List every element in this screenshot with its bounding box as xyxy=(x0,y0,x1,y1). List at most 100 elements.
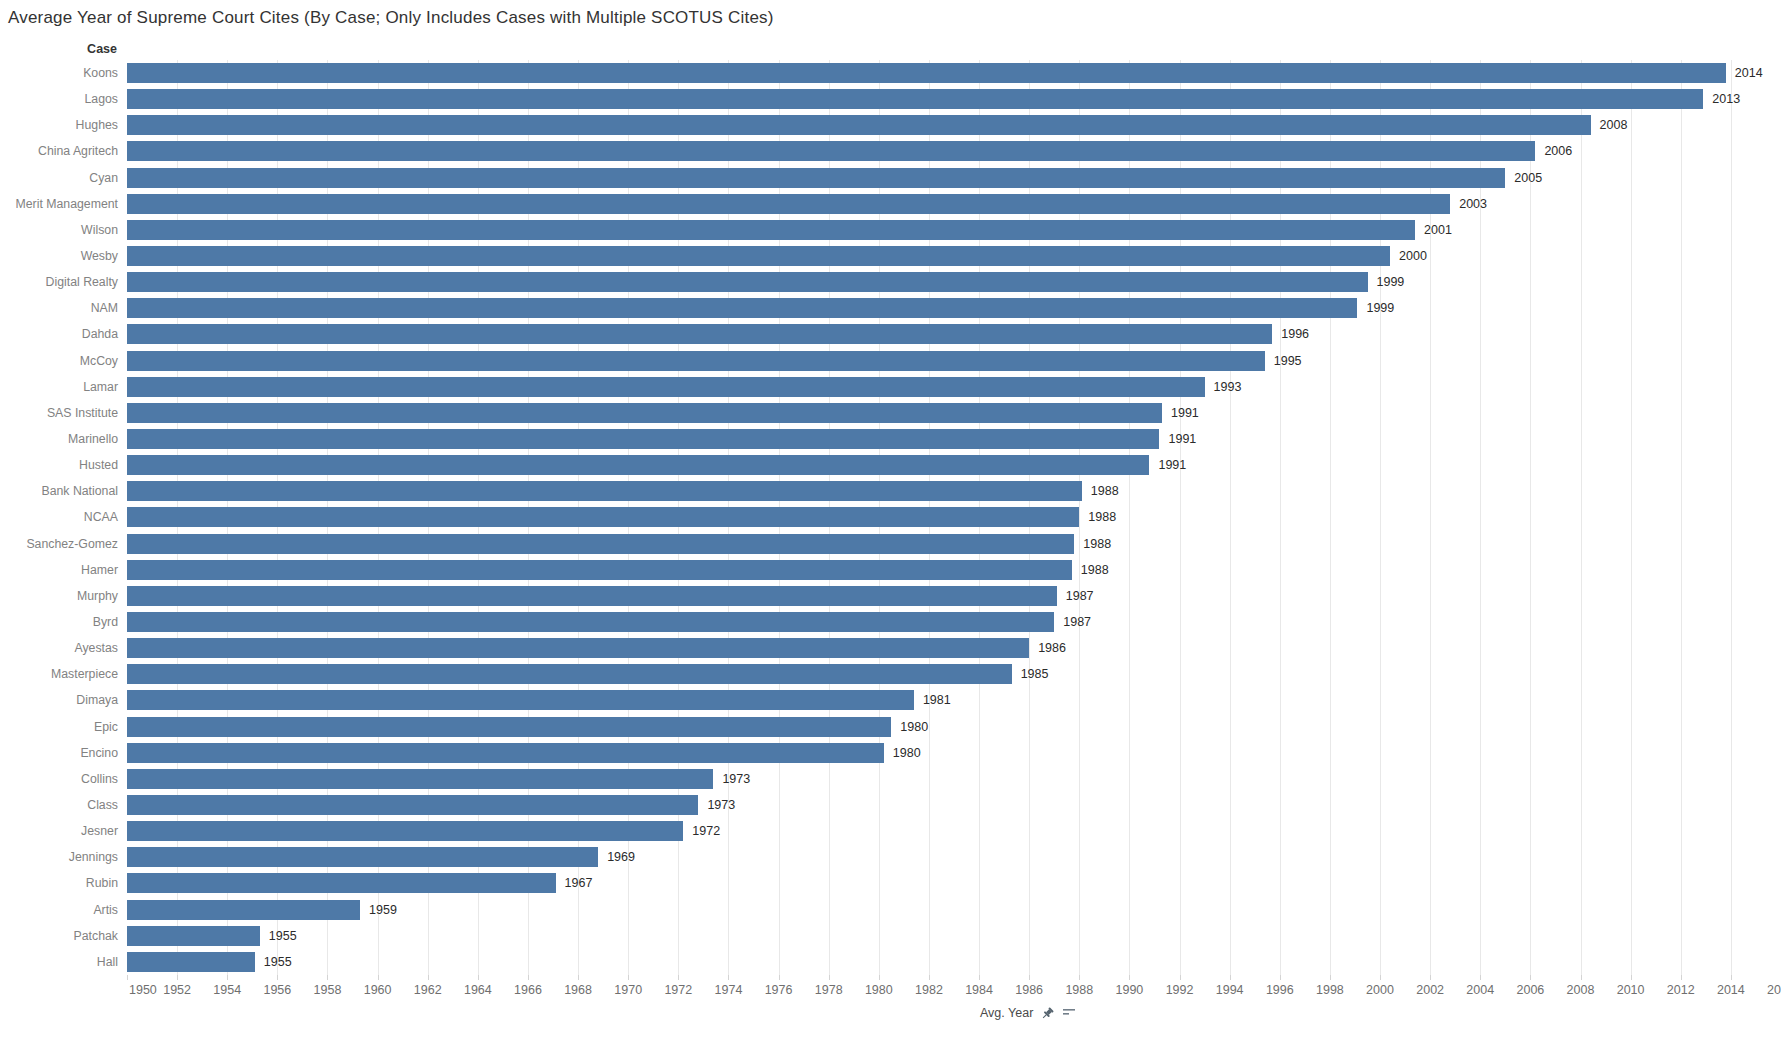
bar[interactable] xyxy=(127,507,1079,527)
bar[interactable] xyxy=(127,612,1054,632)
bar[interactable] xyxy=(127,664,1012,684)
bar[interactable] xyxy=(127,429,1159,449)
axis-tick-label: 1950 xyxy=(129,983,157,997)
bar[interactable] xyxy=(127,743,884,763)
axis-tick-label: 1956 xyxy=(263,983,291,997)
case-label[interactable]: SAS Institute xyxy=(0,406,118,420)
bar-row-lagos: Lagos2013 xyxy=(0,86,1781,112)
value-label: 1988 xyxy=(1088,510,1116,524)
bar[interactable] xyxy=(127,717,891,737)
case-label[interactable]: Jennings xyxy=(0,850,118,864)
value-label: 1973 xyxy=(722,772,750,786)
axis-tick-label: 1952 xyxy=(163,983,191,997)
bar[interactable] xyxy=(127,246,1390,266)
axis-tick xyxy=(929,975,930,980)
case-label[interactable]: Digital Realty xyxy=(0,275,118,289)
case-label[interactable]: Wesby xyxy=(0,249,118,263)
bar[interactable] xyxy=(127,298,1357,318)
bar-row-hughes: Hughes2008 xyxy=(0,112,1781,138)
bar-row-merit-management: Merit Management2003 xyxy=(0,191,1781,217)
pin-icon[interactable] xyxy=(1040,1006,1055,1021)
bar-row-nam: NAM1999 xyxy=(0,295,1781,321)
case-label[interactable]: Dahda xyxy=(0,327,118,341)
bar[interactable] xyxy=(127,873,556,893)
value-label: 1955 xyxy=(269,929,297,943)
bar[interactable] xyxy=(127,403,1162,423)
value-label: 1980 xyxy=(900,720,928,734)
case-label[interactable]: Lagos xyxy=(0,92,118,106)
case-label[interactable]: McCoy xyxy=(0,354,118,368)
case-label[interactable]: Koons xyxy=(0,66,118,80)
bar[interactable] xyxy=(127,63,1726,83)
value-label: 1959 xyxy=(369,903,397,917)
axis-tick-label: 1962 xyxy=(414,983,442,997)
bar[interactable] xyxy=(127,168,1505,188)
bar-row-sas-institute: SAS Institute1991 xyxy=(0,400,1781,426)
bar[interactable] xyxy=(127,141,1535,161)
column-header-case[interactable]: Case xyxy=(0,42,117,58)
case-label[interactable]: Cyan xyxy=(0,171,118,185)
bar[interactable] xyxy=(127,952,255,972)
case-label[interactable]: Hamer xyxy=(0,563,118,577)
value-label: 2000 xyxy=(1399,249,1427,263)
bar[interactable] xyxy=(127,926,260,946)
case-label[interactable]: Murphy xyxy=(0,589,118,603)
case-label[interactable]: Collins xyxy=(0,772,118,786)
bar[interactable] xyxy=(127,586,1057,606)
bar[interactable] xyxy=(127,795,698,815)
sort-descending-icon[interactable] xyxy=(1062,1007,1076,1019)
case-label[interactable]: Epic xyxy=(0,720,118,734)
case-label[interactable]: NCAA xyxy=(0,510,118,524)
case-label[interactable]: Bank National xyxy=(0,484,118,498)
case-label[interactable]: Masterpiece xyxy=(0,667,118,681)
bar[interactable] xyxy=(127,534,1074,554)
case-label[interactable]: Class xyxy=(0,798,118,812)
case-label[interactable]: Sanchez-Gomez xyxy=(0,537,118,551)
case-label[interactable]: Hall xyxy=(0,955,118,969)
bar[interactable] xyxy=(127,638,1029,658)
bar-row-mccoy: McCoy1995 xyxy=(0,348,1781,374)
case-label[interactable]: Encino xyxy=(0,746,118,760)
case-label[interactable]: Patchak xyxy=(0,929,118,943)
axis-tick xyxy=(779,975,780,980)
case-label[interactable]: China Agritech xyxy=(0,144,118,158)
bar[interactable] xyxy=(127,220,1415,240)
axis-tick-label: 1990 xyxy=(1116,983,1144,997)
case-label[interactable]: Rubin xyxy=(0,876,118,890)
value-label: 1988 xyxy=(1081,563,1109,577)
bar[interactable] xyxy=(127,351,1265,371)
bar[interactable] xyxy=(127,89,1703,109)
case-label[interactable]: Ayestas xyxy=(0,641,118,655)
bar[interactable] xyxy=(127,560,1072,580)
case-label[interactable]: Jesner xyxy=(0,824,118,838)
case-label[interactable]: Lamar xyxy=(0,380,118,394)
bar[interactable] xyxy=(127,847,598,867)
bar[interactable] xyxy=(127,115,1591,135)
bar[interactable] xyxy=(127,455,1149,475)
bar[interactable] xyxy=(127,324,1272,344)
bar[interactable] xyxy=(127,900,360,920)
axis-tick-label: 2016 xyxy=(1767,983,1781,997)
case-label[interactable]: Merit Management xyxy=(0,197,118,211)
bar[interactable] xyxy=(127,481,1082,501)
case-label[interactable]: Wilson xyxy=(0,223,118,237)
case-label[interactable]: Dimaya xyxy=(0,693,118,707)
axis-tick-label: 2008 xyxy=(1567,983,1595,997)
value-label: 2014 xyxy=(1735,66,1763,80)
case-label[interactable]: Artis xyxy=(0,903,118,917)
bar-row-hamer: Hamer 1988 xyxy=(0,557,1781,583)
case-label[interactable]: Husted xyxy=(0,458,118,472)
bar[interactable] xyxy=(127,377,1205,397)
bar[interactable] xyxy=(127,194,1450,214)
case-label[interactable]: Byrd xyxy=(0,615,118,629)
axis-tick xyxy=(127,975,128,980)
bar[interactable] xyxy=(127,272,1368,292)
axis-tick-label: 2004 xyxy=(1466,983,1494,997)
bar[interactable] xyxy=(127,821,683,841)
case-label[interactable]: Marinello xyxy=(0,432,118,446)
axis-tick xyxy=(1530,975,1531,980)
bar[interactable] xyxy=(127,769,713,789)
case-label[interactable]: Hughes xyxy=(0,118,118,132)
bar[interactable] xyxy=(127,690,914,710)
case-label[interactable]: NAM xyxy=(0,301,118,315)
